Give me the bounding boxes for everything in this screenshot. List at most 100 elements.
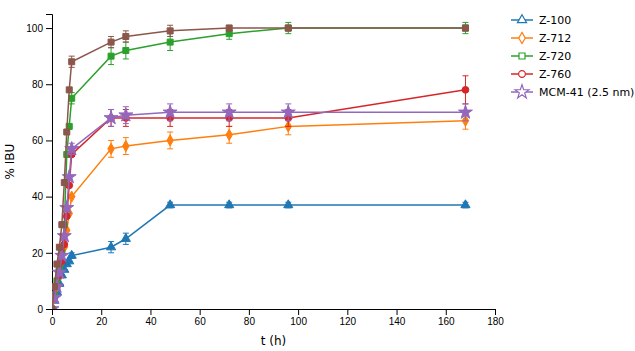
error-bar-cap [108,252,114,253]
error-bar [108,48,114,65]
tick: 100 [290,309,307,327]
x-axis: 020406080100120140160180 [50,309,505,327]
error-bar-cap [462,33,468,34]
error-bar-cap [123,58,129,59]
error-bar-cap [108,157,114,158]
marks [52,22,472,309]
tick-label: 80 [32,79,44,90]
tick-label: 140 [389,316,406,327]
error-bar-cap [462,22,468,23]
tick: 120 [339,309,356,327]
marker [123,140,129,151]
error-bar-cap [167,36,173,37]
error-bar-cap [167,126,173,127]
tick: 80 [32,79,52,90]
error-bar-cap [285,120,291,121]
legend-label: Z-100 [539,14,571,27]
error-bar [226,126,232,143]
error-bar-cap [462,129,468,130]
error-bar [285,25,291,31]
series [52,104,472,309]
tick-mark [46,140,52,141]
tick-label: 100 [290,316,307,327]
error-bar [69,154,75,155]
tick: 180 [487,309,504,327]
marker [108,53,114,59]
marker [167,39,173,45]
error-bar [108,140,114,157]
marker [61,180,67,186]
axis-line [53,310,496,316]
tick-mark [397,309,398,315]
marker [108,143,114,154]
tick-mark [46,28,52,29]
legend-item: Z-720 [511,50,571,63]
marker [52,306,55,309]
legend-item: Z-760 [511,68,571,81]
tick-mark [46,309,52,310]
tick-mark [298,309,299,315]
tick-label: 20 [32,248,44,259]
line [52,28,465,309]
tick-mark [101,309,102,315]
tick-mark [446,309,447,315]
marker [226,25,232,31]
chart: 020406080100120140160180020406080100t (h… [0,0,635,351]
series [52,25,468,309]
tick-label: 80 [244,316,256,327]
error-bar-cap [123,123,129,124]
marker [166,200,175,208]
tick-label: 160 [438,316,455,327]
tick-label: 60 [32,135,44,146]
legend-item: Z-100 [511,14,571,27]
error-bar-cap [226,39,232,40]
tick-label: 180 [487,316,504,327]
legend-marker [515,85,529,98]
legend-label: MCM-41 (2.5 nm) [539,86,634,99]
tick: 0 [50,309,56,327]
tick-mark [249,309,250,315]
tick: 0 [37,304,52,315]
line [52,28,465,309]
tick: 40 [32,191,52,202]
error-bar-cap [108,36,114,37]
marker [462,25,468,31]
error-bar-cap [123,137,129,138]
marker [226,129,232,140]
error-bar-cap [167,148,173,149]
line [52,112,465,309]
marker [163,105,177,118]
marker [284,200,293,208]
marker [107,242,116,250]
y-axis-title: % IBU [3,144,17,180]
error-bar [69,56,75,67]
legend-marker [519,32,525,43]
error-bar-cap [69,154,75,155]
tick-mark [46,197,52,198]
tick-label: 0 [37,304,43,315]
marker [462,25,468,31]
error-bar-cap [69,154,75,155]
error-bar [285,118,291,135]
error-bar-cap [108,47,114,48]
legend-item: Z-712 [511,32,571,45]
error-bar [167,132,173,149]
error-bar-cap [69,154,75,155]
error-bar-cap [69,103,75,104]
error-bar-cap [167,120,173,121]
legend-label: Z-760 [539,68,571,81]
tick-label: 120 [339,316,356,327]
marker [167,135,173,146]
error-bar-cap [123,244,129,245]
error-bar-cap [285,22,291,23]
marker [66,87,72,93]
marker [167,28,173,34]
marker [226,31,232,37]
tick-label: 100 [26,23,43,34]
marker [222,105,236,118]
legend-marker [517,15,526,23]
tick-label: 40 [145,316,157,327]
tick: 100 [26,23,52,34]
error-bar [123,138,129,155]
tick: 60 [32,135,52,146]
